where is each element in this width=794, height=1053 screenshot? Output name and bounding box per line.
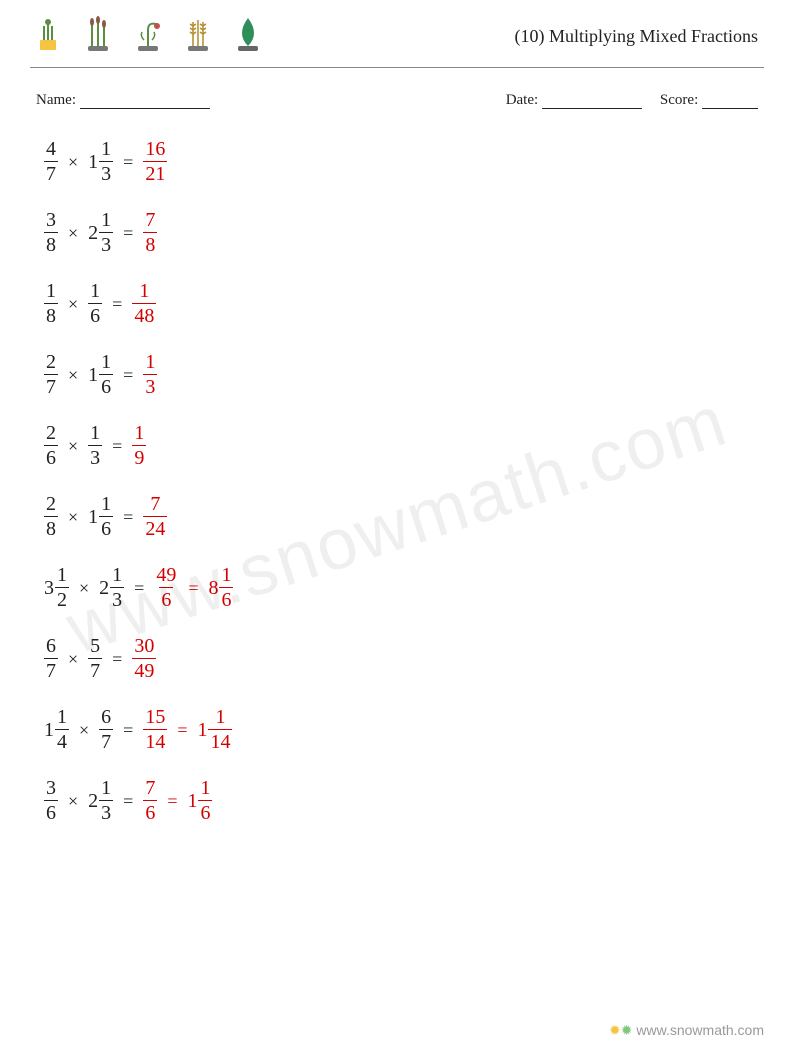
footer-text: www.snowmath.com: [636, 1022, 764, 1038]
wheat-icon: [180, 16, 216, 57]
name-blank[interactable]: [80, 92, 210, 109]
date-blank[interactable]: [542, 93, 642, 110]
icon-row: [30, 16, 266, 57]
problem-row: 38×213=78: [44, 210, 764, 255]
problem-row: 47×113=1621: [44, 139, 764, 184]
plant-pot-icon: [30, 16, 66, 57]
footer: ✹✹ www.snowmath.com: [609, 1022, 764, 1039]
problem-row: 114×67=1514=1114: [44, 707, 764, 752]
problem-row: 312×213=496=816: [44, 565, 764, 610]
score-label: Score:: [660, 92, 698, 108]
drooping-flower-icon: [130, 16, 166, 57]
page-title: (10) Multiplying Mixed Fractions: [515, 26, 758, 47]
header: (10) Multiplying Mixed Fractions: [30, 12, 764, 68]
problem-row: 26×13=19: [44, 423, 764, 468]
score-blank[interactable]: [702, 93, 758, 110]
problem-row: 18×16=148: [44, 281, 764, 326]
name-label: Name:: [36, 92, 76, 109]
problem-row: 36×213=76=116: [44, 778, 764, 823]
leaf-icon: [230, 16, 266, 57]
meta-row: Name: Date: Score:: [36, 92, 758, 109]
problem-row: 28×116=724: [44, 494, 764, 539]
problem-row: 27×116=13: [44, 352, 764, 397]
date-label: Date:: [506, 92, 538, 108]
problem-row: 67×57=3049: [44, 636, 764, 681]
reeds-icon: [80, 16, 116, 57]
problem-list: 47×113=1621 38×213=78 18×16=148 27×116=13 26…: [44, 139, 764, 823]
